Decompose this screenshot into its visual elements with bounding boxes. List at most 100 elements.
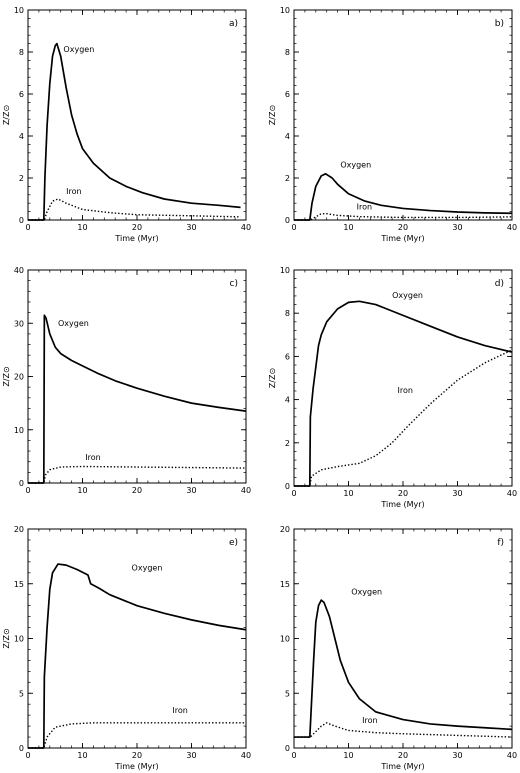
x-tick-label: 10 — [77, 486, 87, 495]
x-axis-label: Time (Myr) — [114, 762, 158, 771]
plot-frame — [293, 528, 513, 749]
y-tick-label: 20 — [14, 373, 24, 382]
panel-label: c) — [230, 279, 238, 289]
x-tick-label: 30 — [186, 751, 196, 760]
y-tick-label: 4 — [285, 132, 290, 141]
x-tick-label: 40 — [507, 223, 517, 232]
y-tick-label: 5 — [285, 689, 290, 698]
x-tick-label: 30 — [186, 486, 196, 495]
panel-label: a) — [229, 19, 238, 29]
oxygen-series-line — [294, 599, 513, 738]
series-annotation: Oxygen — [63, 45, 94, 54]
oxygen-series-line — [294, 172, 513, 221]
x-tick-label: 10 — [77, 751, 87, 760]
y-tick-label: 0 — [19, 744, 24, 753]
oxygen-series-line — [28, 563, 247, 749]
x-axis-label: Time (Myr) — [114, 234, 158, 243]
iron-series-line — [294, 349, 513, 487]
y-tick-label: 2 — [285, 439, 290, 448]
y-tick-label: 6 — [285, 352, 290, 361]
y-axis-label: Z/Z⊙ — [2, 366, 11, 386]
y-tick-label: 0 — [285, 216, 290, 225]
y-tick-label: 10 — [14, 6, 24, 15]
series-annotation: Oxygen — [58, 319, 89, 328]
x-tick-label: 10 — [343, 489, 353, 498]
panel-label: b) — [495, 19, 504, 29]
x-tick-label: 40 — [507, 489, 517, 498]
panel-label: f) — [497, 538, 504, 548]
y-axis-label: Z/Z⊙ — [2, 105, 11, 125]
series-annotation: Iron — [172, 706, 187, 715]
y-axis-label: Z/Z⊙ — [2, 628, 11, 648]
plot-frame — [293, 9, 513, 221]
y-tick-label: 0 — [285, 744, 290, 753]
y-tick-label: 5 — [19, 689, 24, 698]
y-tick-label: 8 — [285, 48, 290, 57]
x-tick-label: 20 — [132, 223, 142, 232]
y-tick-label: 20 — [14, 525, 24, 534]
x-tick-label: 20 — [398, 489, 408, 498]
x-tick-label: 40 — [507, 751, 517, 760]
iron-series-line — [28, 465, 247, 484]
chart-panel: 0 10 20 30 40 0 2 4 6 8 10 Time (Myr) Z/Z⊙ a) Oxygen Ir… — [2, 6, 251, 243]
y-tick-label: 6 — [19, 90, 24, 99]
y-axis-label: Z/Z⊙ — [268, 105, 277, 125]
y-tick-label: 10 — [14, 635, 24, 644]
x-tick-label: 10 — [343, 223, 353, 232]
y-tick-label: 8 — [19, 48, 24, 57]
panel-label: d) — [495, 279, 504, 289]
x-axis-label: Time (Myr) — [380, 762, 424, 771]
y-tick-label: 4 — [285, 396, 290, 405]
series-annotation: Oxygen — [351, 588, 382, 597]
y-tick-label: 15 — [280, 580, 290, 589]
y-tick-label: 0 — [19, 216, 24, 225]
y-tick-label: 10 — [280, 6, 290, 15]
y-tick-label: 30 — [14, 319, 24, 328]
iron-series-line — [294, 722, 513, 738]
x-tick-label: 0 — [25, 223, 30, 232]
series-annotation: Oxygen — [340, 161, 371, 170]
x-axis-label: Time (Myr) — [380, 500, 424, 509]
series-annotation: Oxygen — [132, 564, 163, 573]
iron-series-line — [28, 198, 241, 221]
y-tick-label: 15 — [14, 580, 24, 589]
y-tick-label: 6 — [285, 90, 290, 99]
x-tick-label: 20 — [132, 486, 142, 495]
oxygen-series-line — [28, 314, 247, 484]
x-axis-label: Time (Myr) — [380, 234, 424, 243]
plot-frame — [293, 269, 513, 487]
series-annotation: Iron — [85, 453, 100, 462]
x-tick-label: 10 — [77, 223, 87, 232]
x-tick-label: 0 — [291, 489, 296, 498]
y-tick-label: 10 — [280, 635, 290, 644]
x-tick-label: 10 — [343, 751, 353, 760]
chart-panel: 0 10 20 30 40 0 2 4 6 8 10 Time (Myr) Z/Z⊙ d) Oxygen Ir… — [268, 266, 517, 509]
x-tick-label: 30 — [452, 223, 462, 232]
series-annotation: Iron — [357, 203, 372, 212]
x-tick-label: 30 — [452, 489, 462, 498]
x-tick-label: 0 — [291, 223, 296, 232]
y-tick-label: 4 — [19, 132, 24, 141]
x-tick-label: 0 — [291, 751, 296, 760]
series-annotation: Iron — [66, 187, 81, 196]
y-tick-label: 8 — [285, 309, 290, 318]
series-annotation: Oxygen — [392, 291, 423, 300]
series-annotation: Iron — [398, 386, 413, 395]
y-tick-label: 0 — [19, 479, 24, 488]
x-tick-label: 30 — [186, 223, 196, 232]
chart-panel: 0 10 20 30 40 0 5 10 15 20 Time (Myr) Z/Z⊙ e) Oxygen I… — [2, 525, 251, 771]
oxygen-series-line — [28, 42, 241, 221]
y-axis-label: Z/Z⊙ — [268, 368, 277, 388]
chart-panel: 0 10 20 30 40 0 5 10 15 20 Time (Myr) f) Oxygen Iron — [280, 525, 517, 771]
x-tick-label: 40 — [241, 486, 251, 495]
y-tick-label: 10 — [14, 426, 24, 435]
chart-panel: 0 10 20 30 40 0 2 4 6 8 10 Time (Myr) Z/Z⊙ b) Oxygen Ir… — [268, 6, 517, 243]
x-tick-label: 30 — [452, 751, 462, 760]
y-tick-label: 10 — [280, 266, 290, 275]
x-tick-label: 20 — [132, 751, 142, 760]
plot-frame — [27, 528, 247, 749]
plot-frame — [27, 269, 247, 484]
y-tick-label: 2 — [285, 174, 290, 183]
x-tick-label: 20 — [398, 751, 408, 760]
